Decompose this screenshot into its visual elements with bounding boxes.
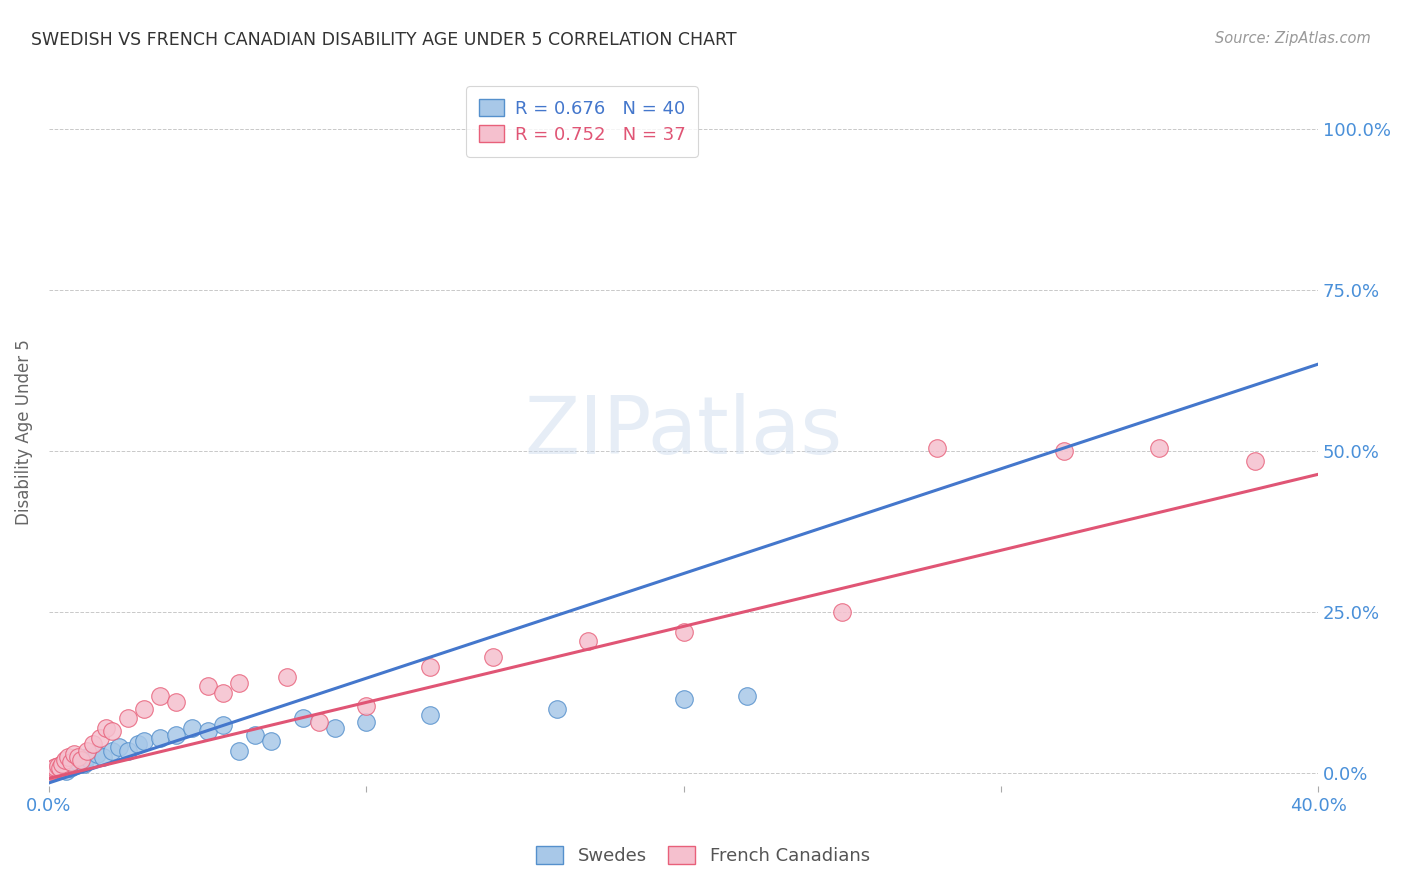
- Point: [245, 728, 267, 742]
- Point: [291, 711, 314, 725]
- Text: Source: ZipAtlas.com: Source: ZipAtlas.com: [1215, 31, 1371, 46]
- Point: [165, 695, 187, 709]
- Point: [51, 762, 73, 776]
- Point: [69, 753, 91, 767]
- Point: [39, 764, 62, 779]
- Point: [60, 755, 83, 769]
- Point: [56, 750, 79, 764]
- Point: [419, 660, 441, 674]
- Point: [53, 753, 76, 767]
- Point: [672, 692, 695, 706]
- Point: [149, 731, 172, 745]
- Point: [1243, 454, 1265, 468]
- Point: [180, 721, 202, 735]
- Point: [546, 702, 568, 716]
- Point: [49, 761, 72, 775]
- Point: [356, 714, 378, 729]
- Point: [117, 744, 139, 758]
- Point: [165, 728, 187, 742]
- Point: [228, 744, 250, 758]
- Point: [51, 756, 73, 771]
- Point: [86, 747, 108, 761]
- Point: [197, 679, 219, 693]
- Point: [44, 760, 66, 774]
- Point: [91, 750, 114, 764]
- Text: SWEDISH VS FRENCH CANADIAN DISABILITY AGE UNDER 5 CORRELATION CHART: SWEDISH VS FRENCH CANADIAN DISABILITY AG…: [31, 31, 737, 49]
- Point: [149, 689, 172, 703]
- Point: [228, 676, 250, 690]
- Text: ZIPatlas: ZIPatlas: [524, 392, 842, 471]
- Point: [482, 650, 505, 665]
- Point: [260, 734, 283, 748]
- Y-axis label: Disability Age Under 5: Disability Age Under 5: [15, 339, 32, 524]
- Point: [308, 714, 330, 729]
- Point: [45, 761, 67, 775]
- Point: [356, 698, 378, 713]
- Point: [831, 605, 853, 619]
- Point: [212, 686, 235, 700]
- Point: [79, 753, 101, 767]
- Point: [107, 740, 129, 755]
- Point: [42, 763, 65, 777]
- Point: [117, 711, 139, 725]
- Point: [197, 724, 219, 739]
- Point: [58, 761, 80, 775]
- Point: [44, 763, 66, 777]
- Point: [576, 634, 599, 648]
- Point: [41, 763, 63, 777]
- Point: [73, 756, 96, 771]
- Point: [101, 744, 124, 758]
- Point: [48, 758, 70, 772]
- Point: [63, 747, 86, 761]
- Legend: R = 0.676   N = 40, R = 0.752   N = 37: R = 0.676 N = 40, R = 0.752 N = 37: [465, 87, 699, 157]
- Point: [323, 721, 346, 735]
- Point: [1149, 441, 1171, 455]
- Point: [49, 763, 72, 777]
- Point: [89, 731, 111, 745]
- Point: [276, 670, 298, 684]
- Point: [127, 737, 149, 751]
- Point: [76, 744, 98, 758]
- Point: [60, 756, 83, 771]
- Point: [42, 761, 65, 775]
- Point: [66, 755, 89, 769]
- Point: [76, 750, 98, 764]
- Point: [134, 734, 156, 748]
- Point: [212, 718, 235, 732]
- Point: [69, 753, 91, 767]
- Point: [672, 624, 695, 639]
- Point: [66, 750, 89, 764]
- Point: [82, 737, 104, 751]
- Point: [48, 760, 70, 774]
- Point: [94, 721, 117, 735]
- Point: [63, 758, 86, 772]
- Point: [735, 689, 758, 703]
- Point: [55, 764, 77, 778]
- Point: [134, 702, 156, 716]
- Point: [41, 764, 63, 779]
- Point: [1053, 444, 1076, 458]
- Point: [101, 724, 124, 739]
- Point: [927, 441, 949, 455]
- Legend: Swedes, French Canadians: Swedes, French Canadians: [529, 839, 877, 872]
- Point: [53, 758, 76, 772]
- Point: [419, 708, 441, 723]
- Point: [56, 760, 79, 774]
